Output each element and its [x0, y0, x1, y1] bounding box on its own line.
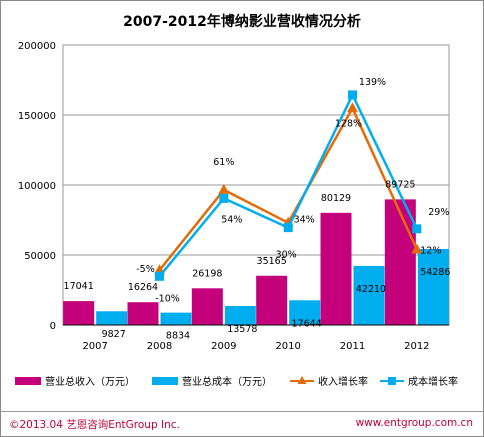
- bar-value-label: 35165: [257, 256, 287, 267]
- bar-revenue: [127, 302, 159, 325]
- cost-growth-label: 54%: [221, 214, 242, 225]
- footer-copyright: ©2013.04 艺恩咨询EntGroup Inc.: [9, 419, 180, 431]
- y-tick-label: 100000: [18, 181, 56, 192]
- bar-revenue: [384, 199, 416, 325]
- bar-value-label: 9827: [102, 329, 126, 340]
- bar-value-label: 16264: [128, 282, 158, 293]
- cost-growth-label: 30%: [276, 250, 297, 261]
- legend-swatch: [152, 377, 178, 385]
- x-tick-label: 2011: [340, 341, 365, 352]
- cost-growth-marker: [412, 224, 422, 234]
- x-tick-label: 2009: [211, 341, 236, 352]
- x-tick-label: 2010: [275, 341, 300, 352]
- cost-growth-marker: [348, 90, 357, 100]
- bar-cost: [160, 312, 192, 325]
- y-tick-label: 200000: [18, 41, 56, 52]
- legend-label: 营业总收入（万元）: [45, 375, 135, 388]
- revenue-growth-label: 12%: [420, 246, 441, 257]
- revenue-growth-label: 61%: [213, 157, 234, 168]
- bar-value-label: 54286: [420, 267, 450, 278]
- revenue-growth-marker: [347, 102, 358, 113]
- revenue-growth-label: 34%: [294, 215, 315, 226]
- cost-growth-marker: [219, 193, 229, 203]
- bar-cost: [417, 248, 449, 325]
- revenue-growth-marker: [411, 243, 423, 254]
- bar-value-label: 89725: [385, 179, 415, 190]
- bar-cost: [96, 311, 128, 325]
- legend-label: 收入增长率: [318, 375, 368, 388]
- bar-cost: [289, 300, 321, 325]
- chart-title: 2007-2012年博纳影业营收情况分析: [123, 13, 361, 30]
- cost-growth-label: 139%: [359, 77, 386, 88]
- bar-revenue: [320, 212, 352, 325]
- cost-growth-label: 29%: [428, 207, 449, 218]
- cost-growth-marker: [283, 223, 293, 233]
- legend-label: 营业总成本（万元）: [182, 375, 272, 388]
- bar-revenue: [63, 301, 95, 325]
- bar-revenue: [191, 288, 223, 325]
- footer-website[interactable]: www.entgroup.com.cn: [355, 417, 473, 429]
- bar-value-label: 17644: [292, 318, 322, 329]
- legend-marker: [388, 377, 396, 385]
- y-tick-label: 150000: [18, 111, 56, 122]
- bar-value-label: 13578: [227, 324, 257, 335]
- cost-growth-label: -10%: [155, 293, 180, 304]
- bar-cost: [353, 265, 385, 325]
- bar-value-label: 8834: [166, 331, 190, 342]
- y-tick-label: 0: [50, 321, 56, 332]
- legend-label: 成本增长率: [408, 375, 458, 388]
- bar-value-label: 26198: [192, 268, 222, 279]
- cost-growth-marker: [155, 271, 164, 281]
- chart-svg: 2007-2012年博纳影业营收情况分析 17041 16264 26198 3516…: [15, 13, 458, 388]
- x-tick-label: 2012: [404, 341, 429, 352]
- bar-revenue: [256, 275, 288, 325]
- revenue-growth-label: -5%: [136, 264, 155, 275]
- x-tick-label: 2007: [82, 341, 107, 352]
- bar-value-label: 42210: [356, 284, 386, 295]
- bar-value-label: 80129: [321, 193, 351, 204]
- line-revenue-growth: [158, 105, 418, 271]
- bar-value-label: 17041: [64, 281, 94, 292]
- y-tick-label: 50000: [24, 251, 56, 262]
- x-tick-label: 2008: [147, 341, 172, 352]
- legend-swatch: [15, 377, 41, 385]
- bar-cost: [224, 305, 256, 325]
- revenue-growth-label: 128%: [335, 118, 362, 129]
- revenue-growth-marker: [218, 183, 230, 194]
- legend-marker: [297, 376, 307, 384]
- footer: ©2013.04 艺恩咨询EntGroup Inc. www.entgroup.…: [1, 411, 483, 437]
